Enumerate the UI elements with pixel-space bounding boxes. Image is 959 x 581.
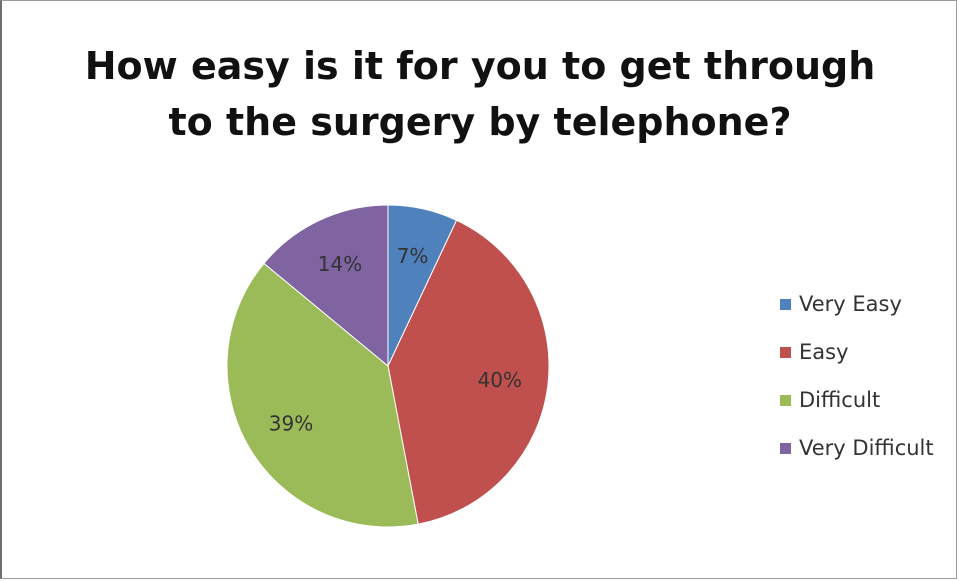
legend-swatch [780, 394, 791, 406]
legend-item-difficult: Difficult [780, 376, 934, 424]
legend-swatch [780, 442, 791, 454]
pie-slice-label: 7% [397, 244, 429, 268]
legend-label: Very Easy [799, 292, 902, 316]
legend-label: Very Difficult [799, 436, 934, 460]
chart-title-line-1: How easy is it for you to get through [84, 44, 876, 88]
legend-label: Difficult [799, 388, 881, 412]
pie-slice-label: 40% [478, 368, 522, 392]
legend-item-easy: Easy [780, 328, 934, 376]
chart-title-line-2: to the surgery by telephone? [168, 100, 792, 144]
legend-item-very-easy: Very Easy [780, 280, 934, 328]
legend-swatch [780, 346, 791, 358]
legend-swatch [780, 298, 791, 310]
legend-label: Easy [799, 340, 849, 364]
legend-item-very-difficult: Very Difficult [780, 424, 934, 472]
pie-slice-easy [387, 219, 550, 525]
pie-slice-very-difficult [263, 204, 389, 368]
chart-legend: Very Easy Easy Difficult Very Difficult [780, 280, 934, 472]
pie-slice-difficult [226, 262, 419, 528]
chart-title: How easy is it for you to get through to… [60, 38, 900, 150]
pie-slice-label: 14% [318, 252, 362, 276]
pie-slice-label: 39% [269, 411, 313, 435]
